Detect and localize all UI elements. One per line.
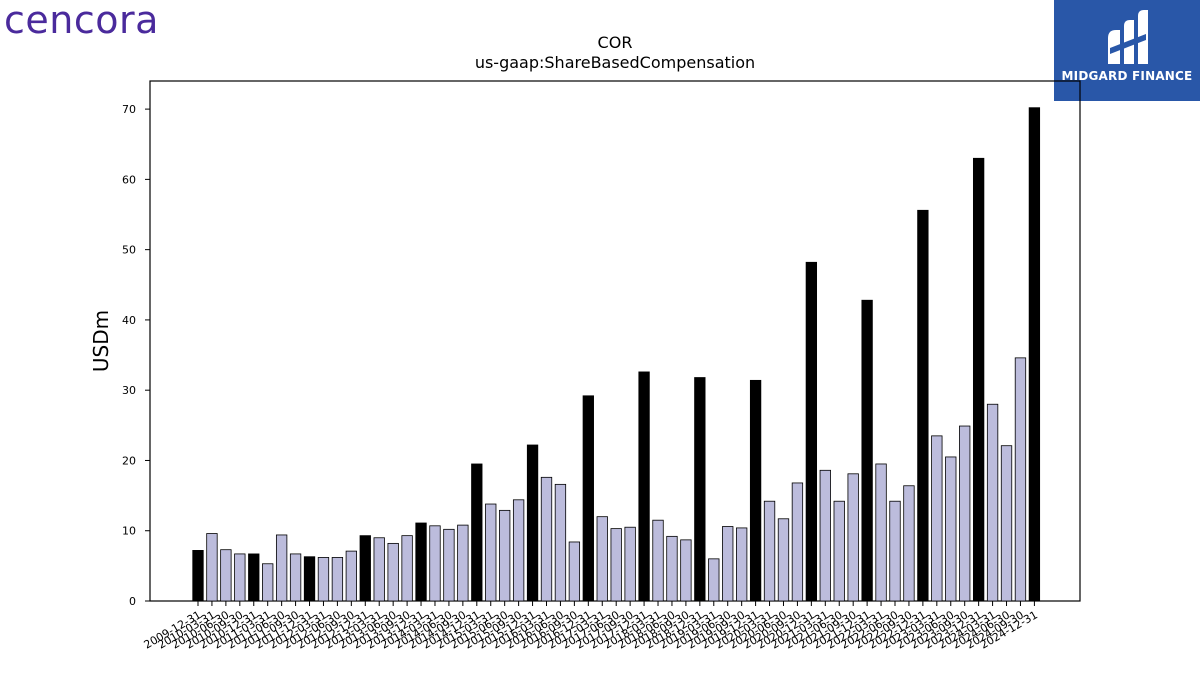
y-tick-label: 50 <box>122 244 136 257</box>
bar-2022-06-30 <box>889 500 901 602</box>
y-axis: 0 10 20 30 40 50 60 70 <box>122 103 150 608</box>
bar-2017-12-31 <box>638 371 650 602</box>
bar-2011-06-30 <box>275 534 288 602</box>
bar-2016-12-31 <box>582 395 594 602</box>
bar-2014-09-30 <box>457 524 469 602</box>
bar-series <box>192 107 1041 602</box>
bar-2013-12-31 <box>415 522 427 602</box>
bar-2021-03-31 <box>819 469 831 602</box>
bar-2010-06-30 <box>220 549 232 602</box>
bar-2013-09-30 <box>401 535 413 602</box>
bar-2012-03-31 <box>317 557 330 602</box>
bar-2010-12-31 <box>248 553 260 602</box>
bar-2022-09-30 <box>903 485 915 602</box>
bar-2018-03-31 <box>652 519 664 602</box>
bar-2013-06-30 <box>387 542 399 602</box>
bar-2017-06-30 <box>610 528 622 602</box>
bar-2018-06-30 <box>666 535 678 602</box>
bar-2020-12-31 <box>805 261 818 602</box>
y-tick-label: 30 <box>122 384 136 397</box>
bar-2015-09-30 <box>512 499 525 602</box>
bar-2020-09-30 <box>791 482 804 602</box>
bar-2021-12-31 <box>861 299 873 602</box>
bar-2016-09-30 <box>568 541 581 602</box>
bar-2022-03-31 <box>875 463 887 602</box>
bar-2022-12-31 <box>917 209 929 602</box>
y-tick-label: 10 <box>122 525 136 538</box>
y-tick-label: 40 <box>122 314 136 327</box>
bar-2024-06-30 <box>1000 445 1013 602</box>
bar-2018-12-31 <box>694 377 706 602</box>
bar-2011-12-31 <box>303 556 316 602</box>
bar-2012-06-30 <box>331 557 344 602</box>
bar-2010-09-30 <box>234 553 246 602</box>
bar-2015-06-30 <box>499 509 511 602</box>
bar-2014-12-31 <box>471 463 483 602</box>
cencora-logo: cencora <box>4 0 159 42</box>
bar-2023-03-31 <box>931 435 943 602</box>
bar-2019-12-31 <box>749 379 762 602</box>
bar-2023-12-31 <box>972 157 985 602</box>
bar-2013-03-31 <box>373 537 385 602</box>
bar-2021-09-30 <box>847 473 859 602</box>
bar-2010-03-31 <box>206 533 218 602</box>
y-tick-label: 60 <box>122 173 136 186</box>
bar-2015-03-31 <box>485 503 497 602</box>
y-axis-label: USDm <box>89 310 113 372</box>
bar-2016-06-30 <box>554 483 567 602</box>
bar-2012-09-30 <box>345 550 357 602</box>
bar-2019-06-30 <box>722 526 734 602</box>
bar-2019-09-30 <box>736 527 748 602</box>
bar-2024-12-31 <box>1028 107 1041 602</box>
bar-2020-03-31 <box>763 500 776 602</box>
bar-2012-12-31 <box>359 535 371 602</box>
bar-2024-03-31 <box>986 403 999 602</box>
bar-2011-09-30 <box>289 553 302 602</box>
bar-2020-06-30 <box>777 518 790 602</box>
bar-2017-09-30 <box>624 526 636 602</box>
bar-2019-03-31 <box>708 558 720 602</box>
y-tick-label: 20 <box>122 454 136 467</box>
bar-2021-06-30 <box>833 500 845 602</box>
bar-2014-06-30 <box>443 528 455 602</box>
midgard-finance-logo: MIDGARD FINANCE <box>1054 0 1200 101</box>
bar-2018-09-30 <box>680 539 692 602</box>
y-tick-label: 70 <box>122 103 136 116</box>
bar-2009-12-31 <box>192 550 204 602</box>
bar-2017-03-31 <box>596 516 608 602</box>
y-tick-label: 0 <box>129 595 136 608</box>
bar-2023-06-30 <box>945 456 957 602</box>
bar-2015-12-31 <box>526 444 539 602</box>
bar-2016-03-31 <box>540 476 553 602</box>
x-axis: 2009-12-312010-03-312010-06-302010-09-30… <box>142 601 1040 652</box>
chart-title: COR <box>598 33 633 52</box>
chart-subtitle: us-gaap:ShareBasedCompensation <box>475 53 755 72</box>
midgard-logo-text: MIDGARD FINANCE <box>1061 69 1193 83</box>
midgard-mark-icon <box>1108 10 1148 64</box>
bar-2023-09-30 <box>959 425 971 602</box>
bar-2014-03-31 <box>429 525 441 602</box>
bar-2011-03-31 <box>262 563 274 602</box>
bar-2024-09-30 <box>1014 357 1027 602</box>
